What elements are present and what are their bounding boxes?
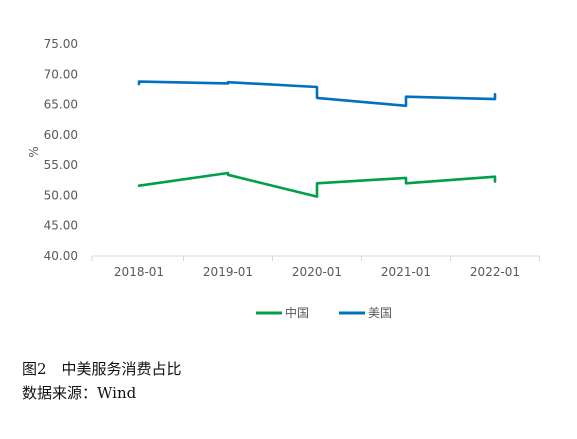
data-point [138, 184, 140, 187]
series-layer [137, 80, 497, 198]
data-point [316, 195, 318, 198]
data-point [494, 180, 496, 183]
data-point [316, 86, 318, 88]
data-point [316, 97, 318, 99]
data-point [138, 83, 140, 85]
x-axis: 2018-01 2019-01 2020-01 2021-01 2022-01 [91, 256, 540, 279]
data-point [405, 182, 407, 185]
y-tick-label: 50.00 [44, 188, 78, 202]
series-line-0 [137, 171, 497, 198]
y-axis-label: % [27, 146, 41, 157]
data-point [405, 95, 407, 98]
x-tick-label: 2022-01 [470, 265, 520, 279]
figure-caption: 图2 中美服务消费占比 [22, 360, 182, 378]
data-point [227, 174, 229, 176]
data-point [227, 82, 229, 85]
x-tick-label: 2020-01 [292, 265, 342, 279]
x-tick-label: 2019-01 [203, 265, 253, 279]
data-point [316, 182, 318, 185]
y-axis: 40.00 45.00 50.00 55.00 60.00 65.00 70.00 75.00 [44, 37, 78, 263]
source-note: 数据来源：Wind [22, 384, 137, 402]
data-point [227, 81, 229, 83]
y-tick-label: 45.00 [44, 219, 78, 233]
y-tick-label: 75.00 [44, 37, 78, 51]
data-point [405, 177, 407, 179]
y-tick-label: 70.00 [44, 67, 78, 81]
y-tick-label: 40.00 [44, 249, 78, 263]
legend-label: 美国 [368, 306, 392, 320]
data-point [494, 175, 496, 178]
legend: 中国 美国 [256, 305, 392, 320]
data-point [138, 80, 140, 83]
data-point [494, 98, 496, 100]
data-point [494, 93, 496, 96]
x-tick-label: 2021-01 [381, 265, 431, 279]
y-tick-label: 60.00 [44, 128, 78, 142]
x-tick-label: 2018-01 [114, 265, 164, 279]
data-point [227, 172, 229, 174]
series-line-1 [137, 80, 497, 108]
data-point [405, 104, 407, 107]
legend-label: 中国 [285, 305, 309, 320]
y-tick-label: 55.00 [44, 158, 78, 172]
line-chart: 40.00 45.00 50.00 55.00 60.00 65.00 70.00 75.00… [27, 37, 540, 320]
y-tick-label: 65.00 [44, 98, 78, 112]
